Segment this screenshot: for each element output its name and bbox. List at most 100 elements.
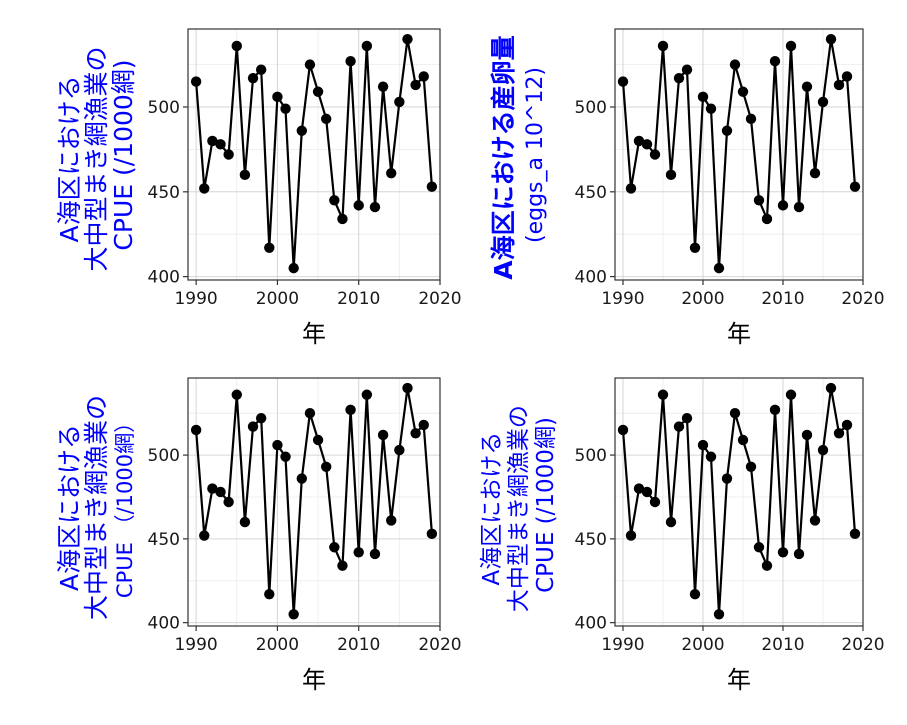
data-point [418, 71, 429, 82]
data-point [207, 483, 218, 494]
x-tick-label: 1990 [601, 289, 644, 309]
data-point [215, 486, 226, 498]
data-point [329, 195, 340, 206]
data-point [673, 421, 685, 432]
data-point [657, 40, 669, 52]
data-point [369, 201, 381, 213]
data-point [223, 149, 234, 160]
x-tick-label: 2000 [256, 289, 299, 309]
y-axis-label-line-1: A海区における産卵量 [489, 35, 518, 279]
data-point [721, 473, 733, 484]
x-tick-label: 2000 [681, 289, 724, 309]
series-line [195, 387, 433, 616]
data-point [721, 125, 733, 136]
data-point [761, 560, 773, 571]
data-point [288, 609, 299, 620]
data-point [641, 486, 653, 498]
data-point [753, 195, 765, 206]
data-point [312, 86, 324, 97]
data-point [255, 64, 267, 75]
data-point [247, 421, 259, 432]
data-point [689, 588, 701, 600]
data-point [713, 262, 725, 274]
data-point [777, 547, 789, 558]
x-ticks: 1990 2000 2010 2020 [601, 280, 885, 309]
data-point [239, 169, 251, 181]
data-point [833, 79, 845, 91]
plot-frame [614, 377, 864, 627]
data-point [801, 429, 813, 441]
data-point [785, 389, 797, 400]
data-point [190, 76, 202, 87]
data-point [361, 389, 373, 400]
x-tick-label: 2010 [337, 635, 380, 655]
data-point [280, 451, 291, 462]
y-tick-label: 500 [575, 98, 607, 118]
data-point [386, 167, 397, 179]
x-axis-label: 年 [302, 666, 326, 694]
y-axis-label-line-1: A海区における [55, 424, 84, 591]
data-point [793, 548, 805, 560]
y-tick-label: 500 [575, 446, 607, 466]
y-axis-label-line-1: A海区における [479, 432, 505, 586]
data-point [418, 419, 429, 431]
data-point [777, 200, 789, 211]
series-line [195, 38, 433, 270]
y-tick-label: 500 [148, 446, 180, 466]
y-axis-label-line-1: A海区における [55, 75, 84, 242]
data-point [337, 213, 348, 225]
y-axis-label: A海区における 大中型まき網漁業の CPUE （/1000網） [55, 390, 137, 620]
data-point [697, 439, 709, 451]
data-point [801, 81, 813, 92]
y-tick-label: 400 [575, 268, 607, 288]
y-tick-label: 500 [148, 98, 180, 118]
data-point [849, 181, 861, 192]
y-axis-label-line-2: 大中型まき網漁業の [82, 395, 111, 620]
data-point [231, 389, 242, 400]
data-point [426, 528, 438, 540]
data-point [793, 201, 805, 213]
data-point [304, 407, 316, 419]
plot-frame [187, 377, 441, 627]
data-point [705, 451, 717, 462]
data-point [337, 560, 348, 571]
data-point [689, 242, 701, 253]
data-point [272, 439, 283, 451]
data-point [737, 434, 749, 446]
series-line [621, 387, 857, 616]
data-point [745, 113, 757, 125]
x-ticks: 1990 2000 2010 2020 [174, 280, 462, 309]
data-point [288, 262, 299, 274]
data-point [410, 79, 421, 91]
data-point [353, 547, 364, 558]
y-tick-label: 450 [148, 530, 180, 550]
x-tick-label: 1990 [174, 289, 217, 309]
data-point [280, 103, 291, 114]
data-point [264, 242, 275, 253]
data-point [817, 444, 829, 456]
data-point [841, 71, 853, 82]
x-tick-label: 2000 [256, 635, 299, 655]
data-point [681, 413, 693, 424]
data-point [697, 91, 709, 103]
data-point [272, 91, 283, 103]
data-point [817, 96, 829, 108]
data-point [410, 428, 421, 439]
data-point [745, 461, 757, 473]
data-point [665, 516, 677, 528]
data-point [223, 496, 234, 508]
data-point [329, 542, 340, 553]
data-point [785, 40, 797, 52]
y-axis-label-line-3: CPUE (/1000網) [109, 59, 138, 250]
data-point [809, 515, 821, 526]
data-point [681, 64, 693, 75]
data-point [633, 483, 645, 494]
data-point [345, 404, 356, 416]
data-point [312, 434, 324, 446]
x-axis-label: 年 [302, 320, 326, 348]
y-tick-label: 400 [575, 614, 607, 634]
series-line [621, 38, 857, 270]
x-tick-label: 2010 [337, 289, 380, 309]
y-tick-label: 450 [575, 530, 607, 550]
series-marks [190, 382, 438, 620]
